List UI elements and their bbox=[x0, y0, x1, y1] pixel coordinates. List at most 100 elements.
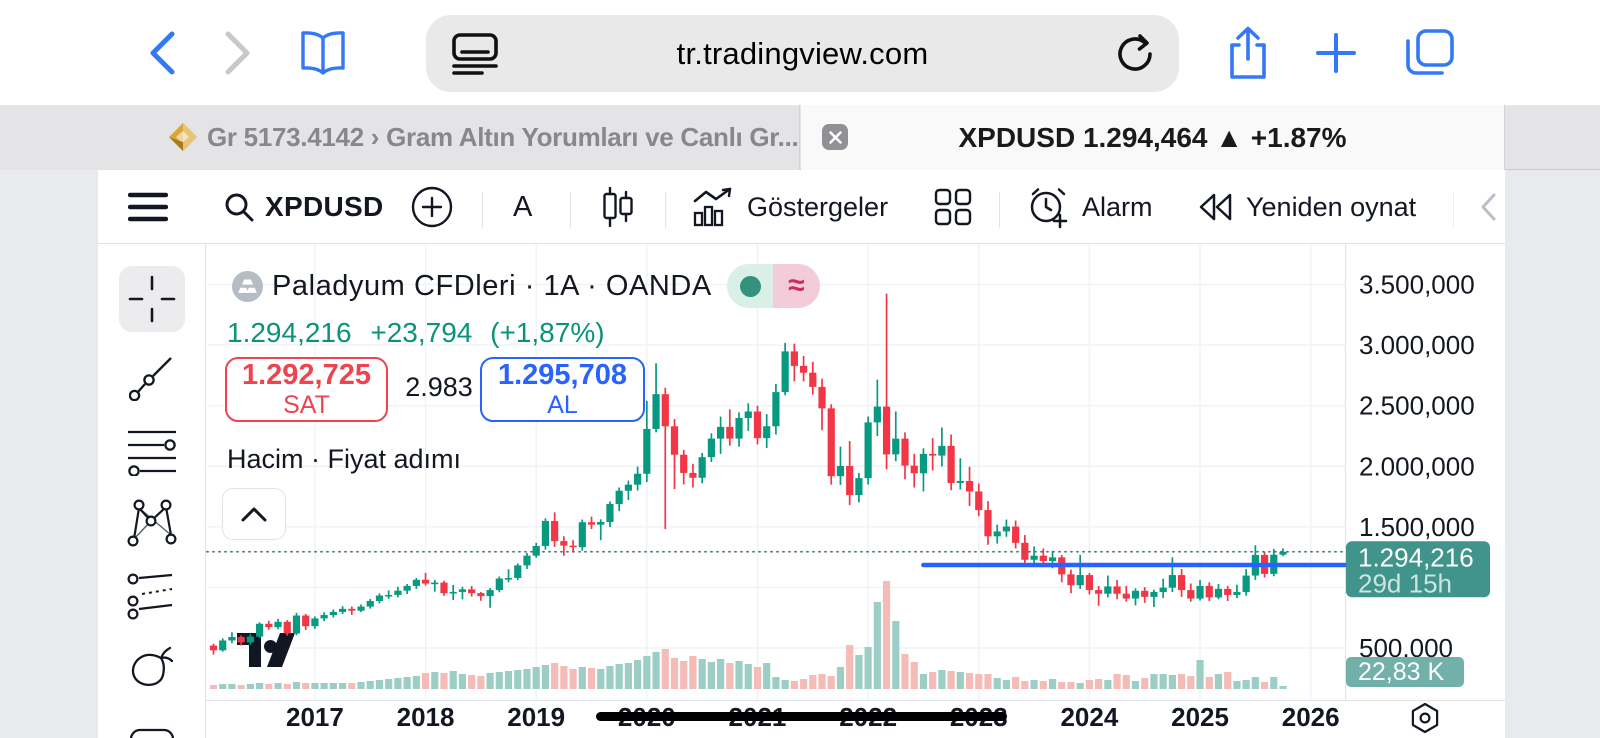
buy-price: 1.295,708 bbox=[497, 359, 627, 392]
drawing-toolbar bbox=[98, 244, 206, 738]
market-open-indicator bbox=[726, 264, 774, 308]
svg-text:2.000,000: 2.000,000 bbox=[1359, 451, 1475, 481]
tool-brush[interactable] bbox=[98, 640, 205, 700]
svg-text:22,83 K: 22,83 K bbox=[1358, 658, 1445, 686]
crosshair-icon bbox=[128, 275, 176, 323]
svg-text:2025: 2025 bbox=[1171, 702, 1229, 732]
sell-price: 1.292,725 bbox=[241, 359, 371, 392]
tool-fib-retracement[interactable] bbox=[98, 422, 205, 482]
fib-retracement-icon bbox=[128, 430, 176, 476]
svg-text:2018: 2018 bbox=[397, 702, 455, 732]
tool-text[interactable] bbox=[98, 728, 205, 738]
grid-icon bbox=[934, 188, 972, 226]
new-tab-button[interactable] bbox=[1312, 0, 1360, 105]
price-change: +23,794 bbox=[370, 317, 473, 348]
toolbar-divider bbox=[482, 192, 483, 228]
svg-text:2019: 2019 bbox=[507, 702, 565, 732]
tab-bar: Gr 5173.4142 › Gram Altın Yorumları ve C… bbox=[0, 105, 1600, 170]
svg-text:3.000,000: 3.000,000 bbox=[1359, 330, 1475, 360]
toolbar-divider bbox=[999, 192, 1000, 228]
parallel-channel-icon bbox=[127, 573, 173, 620]
toolbar-divider bbox=[570, 192, 571, 228]
browser-chrome: tr.tradingview.com bbox=[0, 0, 1600, 105]
tv-toolbar: XPDUSD A Gösterge bbox=[98, 170, 1505, 244]
chart-title[interactable]: Paladyum CFDleri · 1A · OANDA bbox=[272, 269, 712, 302]
tab-close-button[interactable] bbox=[822, 124, 848, 150]
tab-title: XPDUSD 1.294,464 ▲ +1.87% bbox=[958, 121, 1347, 153]
hexagon-dot-icon bbox=[1419, 712, 1431, 724]
compare-add-button[interactable] bbox=[411, 170, 453, 244]
replay-button[interactable]: Yeniden oynat bbox=[1196, 170, 1416, 244]
price-change-row: 1.294,216 +23,794 (+1,87%) bbox=[227, 317, 605, 349]
indicators-button[interactable]: Göstergeler bbox=[692, 170, 888, 244]
candles bbox=[209, 293, 1287, 655]
tabs-overview-button[interactable] bbox=[1402, 0, 1458, 105]
back-chevron-icon bbox=[150, 31, 175, 74]
search-icon bbox=[225, 193, 254, 222]
tool-trend-line[interactable] bbox=[98, 347, 205, 407]
tradingview-page: XPDUSD A Gösterge bbox=[0, 170, 1600, 738]
home-indicator[interactable] bbox=[596, 712, 1007, 721]
svg-text:2026: 2026 bbox=[1282, 702, 1340, 732]
collapse-header-button[interactable] bbox=[222, 488, 286, 540]
close-icon bbox=[828, 130, 842, 144]
tool-parallel-channel[interactable] bbox=[98, 565, 205, 625]
plus-icon bbox=[1316, 32, 1356, 73]
replay-label: Yeniden oynat bbox=[1246, 191, 1417, 222]
quick-menu-button[interactable] bbox=[1411, 702, 1439, 734]
volume-tag: 22,83 K bbox=[1346, 657, 1464, 687]
last-price: 1.294,216 bbox=[227, 317, 352, 348]
grid-layer bbox=[207, 244, 1345, 700]
price-axis-labels[interactable]: 3.500,000 3.000,000 2.500,000 2.000,000 1.50… bbox=[1359, 270, 1475, 664]
candlestick-chart[interactable]: 3.500,000 3.000,000 2.500,000 2.000,000 1.50… bbox=[206, 244, 1505, 738]
share-button[interactable] bbox=[1222, 0, 1274, 105]
sell-label: SAT bbox=[283, 390, 330, 419]
chart-style-button[interactable] bbox=[602, 170, 634, 244]
brush-icon bbox=[131, 646, 174, 687]
bookmarks-button[interactable] bbox=[296, 0, 350, 105]
alarm-clock-icon bbox=[1030, 188, 1068, 229]
interval-button[interactable]: A bbox=[513, 170, 532, 244]
menu-button[interactable] bbox=[128, 170, 168, 244]
volume-legend[interactable]: Hacim · Fiyat adımı bbox=[227, 444, 462, 474]
svg-text:29d 15h: 29d 15h bbox=[1358, 568, 1452, 598]
tool-crosshair[interactable] bbox=[98, 266, 205, 332]
svg-text:2017: 2017 bbox=[286, 702, 344, 732]
chart-area[interactable]: 3.500,000 3.000,000 2.500,000 2.000,000 1.50… bbox=[206, 244, 1505, 738]
tab-xpdusd[interactable]: XPDUSD 1.294,464 ▲ +1.87% bbox=[801, 105, 1505, 170]
sell-button[interactable]: 1.292,725 SAT bbox=[225, 357, 388, 422]
tab-title: Gr 5173.4142 › Gram Altın Yorumları ve C… bbox=[207, 122, 799, 152]
interval-label: A bbox=[513, 190, 533, 223]
url-bar[interactable]: tr.tradingview.com bbox=[426, 15, 1179, 92]
symbol-logo bbox=[232, 270, 263, 302]
stacked-squares-icon bbox=[1406, 28, 1454, 75]
toolbar-scroll-left[interactable] bbox=[1478, 170, 1498, 244]
spread-value: 2.983 bbox=[405, 372, 473, 402]
reload-button[interactable] bbox=[1109, 15, 1163, 92]
chevron-left-icon bbox=[1481, 193, 1496, 221]
forward-button[interactable] bbox=[214, 0, 262, 105]
back-button[interactable] bbox=[138, 0, 186, 105]
share-icon bbox=[1230, 26, 1266, 79]
svg-text:1.500,000: 1.500,000 bbox=[1359, 512, 1475, 542]
symbol-search-button[interactable]: XPDUSD bbox=[224, 170, 384, 244]
toolbar-divider bbox=[1453, 192, 1454, 228]
price-change-pct: (+1,87%) bbox=[490, 317, 605, 348]
buy-button[interactable]: 1.295,708 AL bbox=[480, 357, 645, 422]
toolbar-divider bbox=[665, 192, 666, 228]
tool-xabcd-pattern[interactable] bbox=[98, 492, 205, 552]
rewind-icon bbox=[1199, 193, 1232, 221]
book-icon bbox=[301, 30, 345, 75]
svg-text:2.500,000: 2.500,000 bbox=[1359, 391, 1475, 421]
svg-text:1.294,216: 1.294,216 bbox=[1358, 542, 1474, 572]
tab-gram-altin[interactable]: Gr 5173.4142 › Gram Altın Yorumları ve C… bbox=[0, 105, 800, 170]
symbol-label: XPDUSD bbox=[265, 191, 384, 222]
approx-price-indicator: ≈ bbox=[773, 264, 820, 308]
svg-text:3.500,000: 3.500,000 bbox=[1359, 270, 1475, 300]
chevron-up-icon bbox=[241, 507, 267, 522]
page-menu-icon[interactable] bbox=[448, 15, 502, 92]
market-status-toggle[interactable]: ≈ bbox=[726, 264, 820, 308]
alarm-button[interactable]: Alarm bbox=[1026, 170, 1153, 244]
layout-grid-button[interactable] bbox=[934, 170, 972, 244]
